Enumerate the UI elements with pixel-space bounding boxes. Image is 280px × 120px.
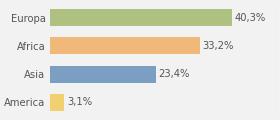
Bar [50, 9, 232, 26]
Text: 40,3%: 40,3% [235, 13, 266, 23]
Bar [50, 94, 64, 111]
Text: 3,1%: 3,1% [67, 97, 92, 107]
Text: 33,2%: 33,2% [203, 41, 234, 51]
Bar [50, 37, 200, 54]
Text: 23,4%: 23,4% [158, 69, 190, 79]
Bar [50, 66, 156, 83]
